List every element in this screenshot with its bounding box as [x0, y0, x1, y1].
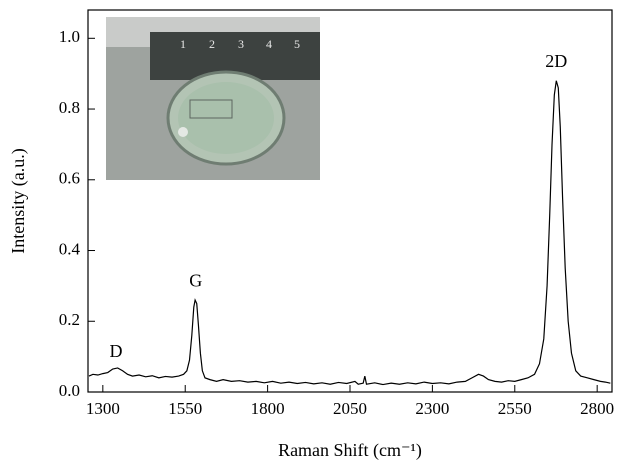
ruler-label: 5 — [294, 37, 300, 51]
x-tick-label: 1800 — [251, 399, 285, 418]
ruler-label: 4 — [266, 37, 272, 51]
ruler-label: 3 — [238, 37, 244, 51]
peak-label: 2D — [545, 51, 567, 71]
spectrum-line — [88, 80, 611, 386]
x-tick-label: 2300 — [415, 399, 449, 418]
y-tick-label: 0.6 — [59, 169, 80, 188]
y-tick-label: 0.8 — [59, 98, 80, 117]
peak-label: D — [110, 341, 123, 361]
x-tick-label: 2550 — [498, 399, 532, 418]
x-tick-label: 1550 — [168, 399, 202, 418]
y-tick-label: 0.2 — [59, 310, 80, 329]
y-tick-label: 0.0 — [59, 381, 80, 400]
ruler-label: 1 — [180, 37, 186, 51]
y-axis-title: Intensity (a.u.) — [8, 148, 29, 253]
x-tick-label: 2800 — [580, 399, 614, 418]
y-tick-label: 1.0 — [59, 27, 80, 46]
x-tick-label: 1300 — [86, 399, 120, 418]
ruler-label: 2 — [209, 37, 215, 51]
x-axis-title: Raman Shift (cm⁻¹) — [278, 440, 422, 461]
x-tick-label: 2050 — [333, 399, 367, 418]
peak-label: G — [189, 270, 202, 290]
inset-photo — [106, 17, 320, 180]
y-tick-label: 0.4 — [59, 239, 81, 258]
